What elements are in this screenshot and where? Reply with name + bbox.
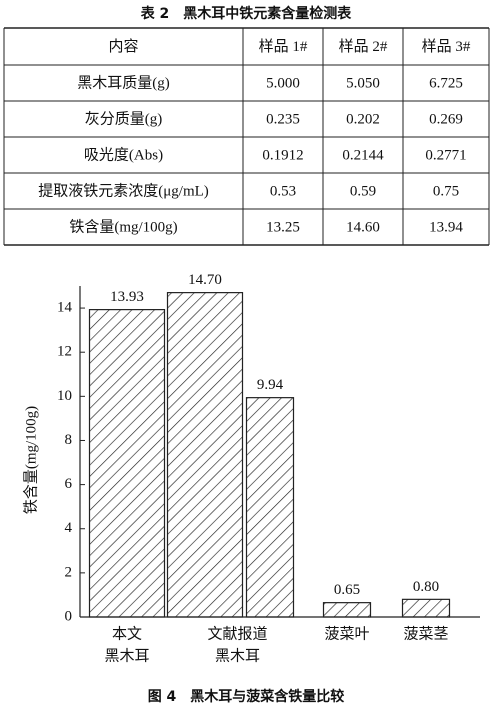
table-cell: 0.235 — [266, 111, 300, 127]
table-cell: 0.53 — [270, 183, 296, 199]
y-tick-label: 4 — [65, 520, 73, 536]
table-cell: 13.25 — [266, 219, 300, 235]
y-tick-label: 0 — [65, 608, 73, 624]
table-cell: 0.75 — [433, 183, 459, 199]
table-cell: 5.050 — [346, 75, 380, 91]
y-axis-label: 铁含量(mg/100g) — [22, 406, 39, 514]
y-tick-label: 10 — [57, 388, 72, 404]
table-cell: 5.000 — [266, 75, 300, 91]
x-tick-label: 黑木耳 — [215, 647, 260, 664]
y-tick-label: 8 — [65, 432, 73, 448]
header-cell: 样品 3# — [422, 38, 471, 55]
value-label: 0.65 — [334, 582, 360, 598]
table-cell: 0.1912 — [262, 147, 303, 163]
table-cell: 提取液铁元素浓度(μg/mL) — [38, 182, 209, 199]
table-cell: 6.725 — [429, 75, 463, 91]
table-cell: 14.60 — [346, 219, 380, 235]
bar — [401, 598, 451, 618]
table-cell: 0.59 — [350, 183, 376, 199]
value-label: 14.70 — [188, 272, 222, 288]
table: 内容 样品 1# 样品 2# 样品 3# 黑木耳质量(g) 5.000 5.050 6.725… — [3, 27, 490, 246]
table-cell: 吸光度(Abs) — [84, 146, 163, 163]
value-label: 9.94 — [257, 377, 284, 393]
value-label: 0.80 — [413, 579, 439, 595]
chart-title: 图 4 黑木耳与菠菜含铁量比较 — [148, 688, 345, 705]
table-cell: 0.269 — [429, 111, 463, 127]
header-cell: 内容 — [108, 38, 138, 55]
bar — [88, 309, 166, 618]
y-tick-label: 2 — [65, 564, 73, 580]
x-tick-label: 黑木耳 — [104, 647, 149, 664]
header-cell: 样品 1# — [259, 38, 308, 55]
table-cell: 铁含量(mg/100g) — [69, 218, 177, 235]
chart: 铁含量(mg/100g) 图 4 黑木耳与菠菜含铁量比较 0 2 4 6 8 10 12 14… — [22, 272, 480, 705]
table-cell: 13.94 — [429, 219, 463, 235]
x-tick-label: 菠菜茎 — [403, 625, 448, 642]
value-label: 13.93 — [110, 289, 144, 305]
bar — [245, 397, 295, 618]
table-cell: 灰分质量(g) — [85, 110, 163, 127]
y-tick-label: 12 — [57, 344, 72, 360]
x-tick-label: 菠菜叶 — [324, 625, 369, 642]
x-tick-label: 文献报道 — [207, 625, 267, 642]
table-cell: 0.202 — [346, 111, 380, 127]
table-title: 表 2 黑木耳中铁元素含量检测表 — [140, 5, 353, 22]
x-tick-label: 本文 — [112, 625, 142, 642]
bar — [166, 292, 244, 618]
y-tick-label: 14 — [57, 300, 73, 316]
y-tick-label: 6 — [65, 476, 73, 492]
bar — [322, 602, 372, 618]
header-cell: 样品 2# — [339, 38, 388, 55]
table-cell: 0.2771 — [425, 147, 466, 163]
table-cell: 黑木耳质量(g) — [77, 74, 170, 91]
table-cell: 0.2144 — [342, 147, 384, 163]
